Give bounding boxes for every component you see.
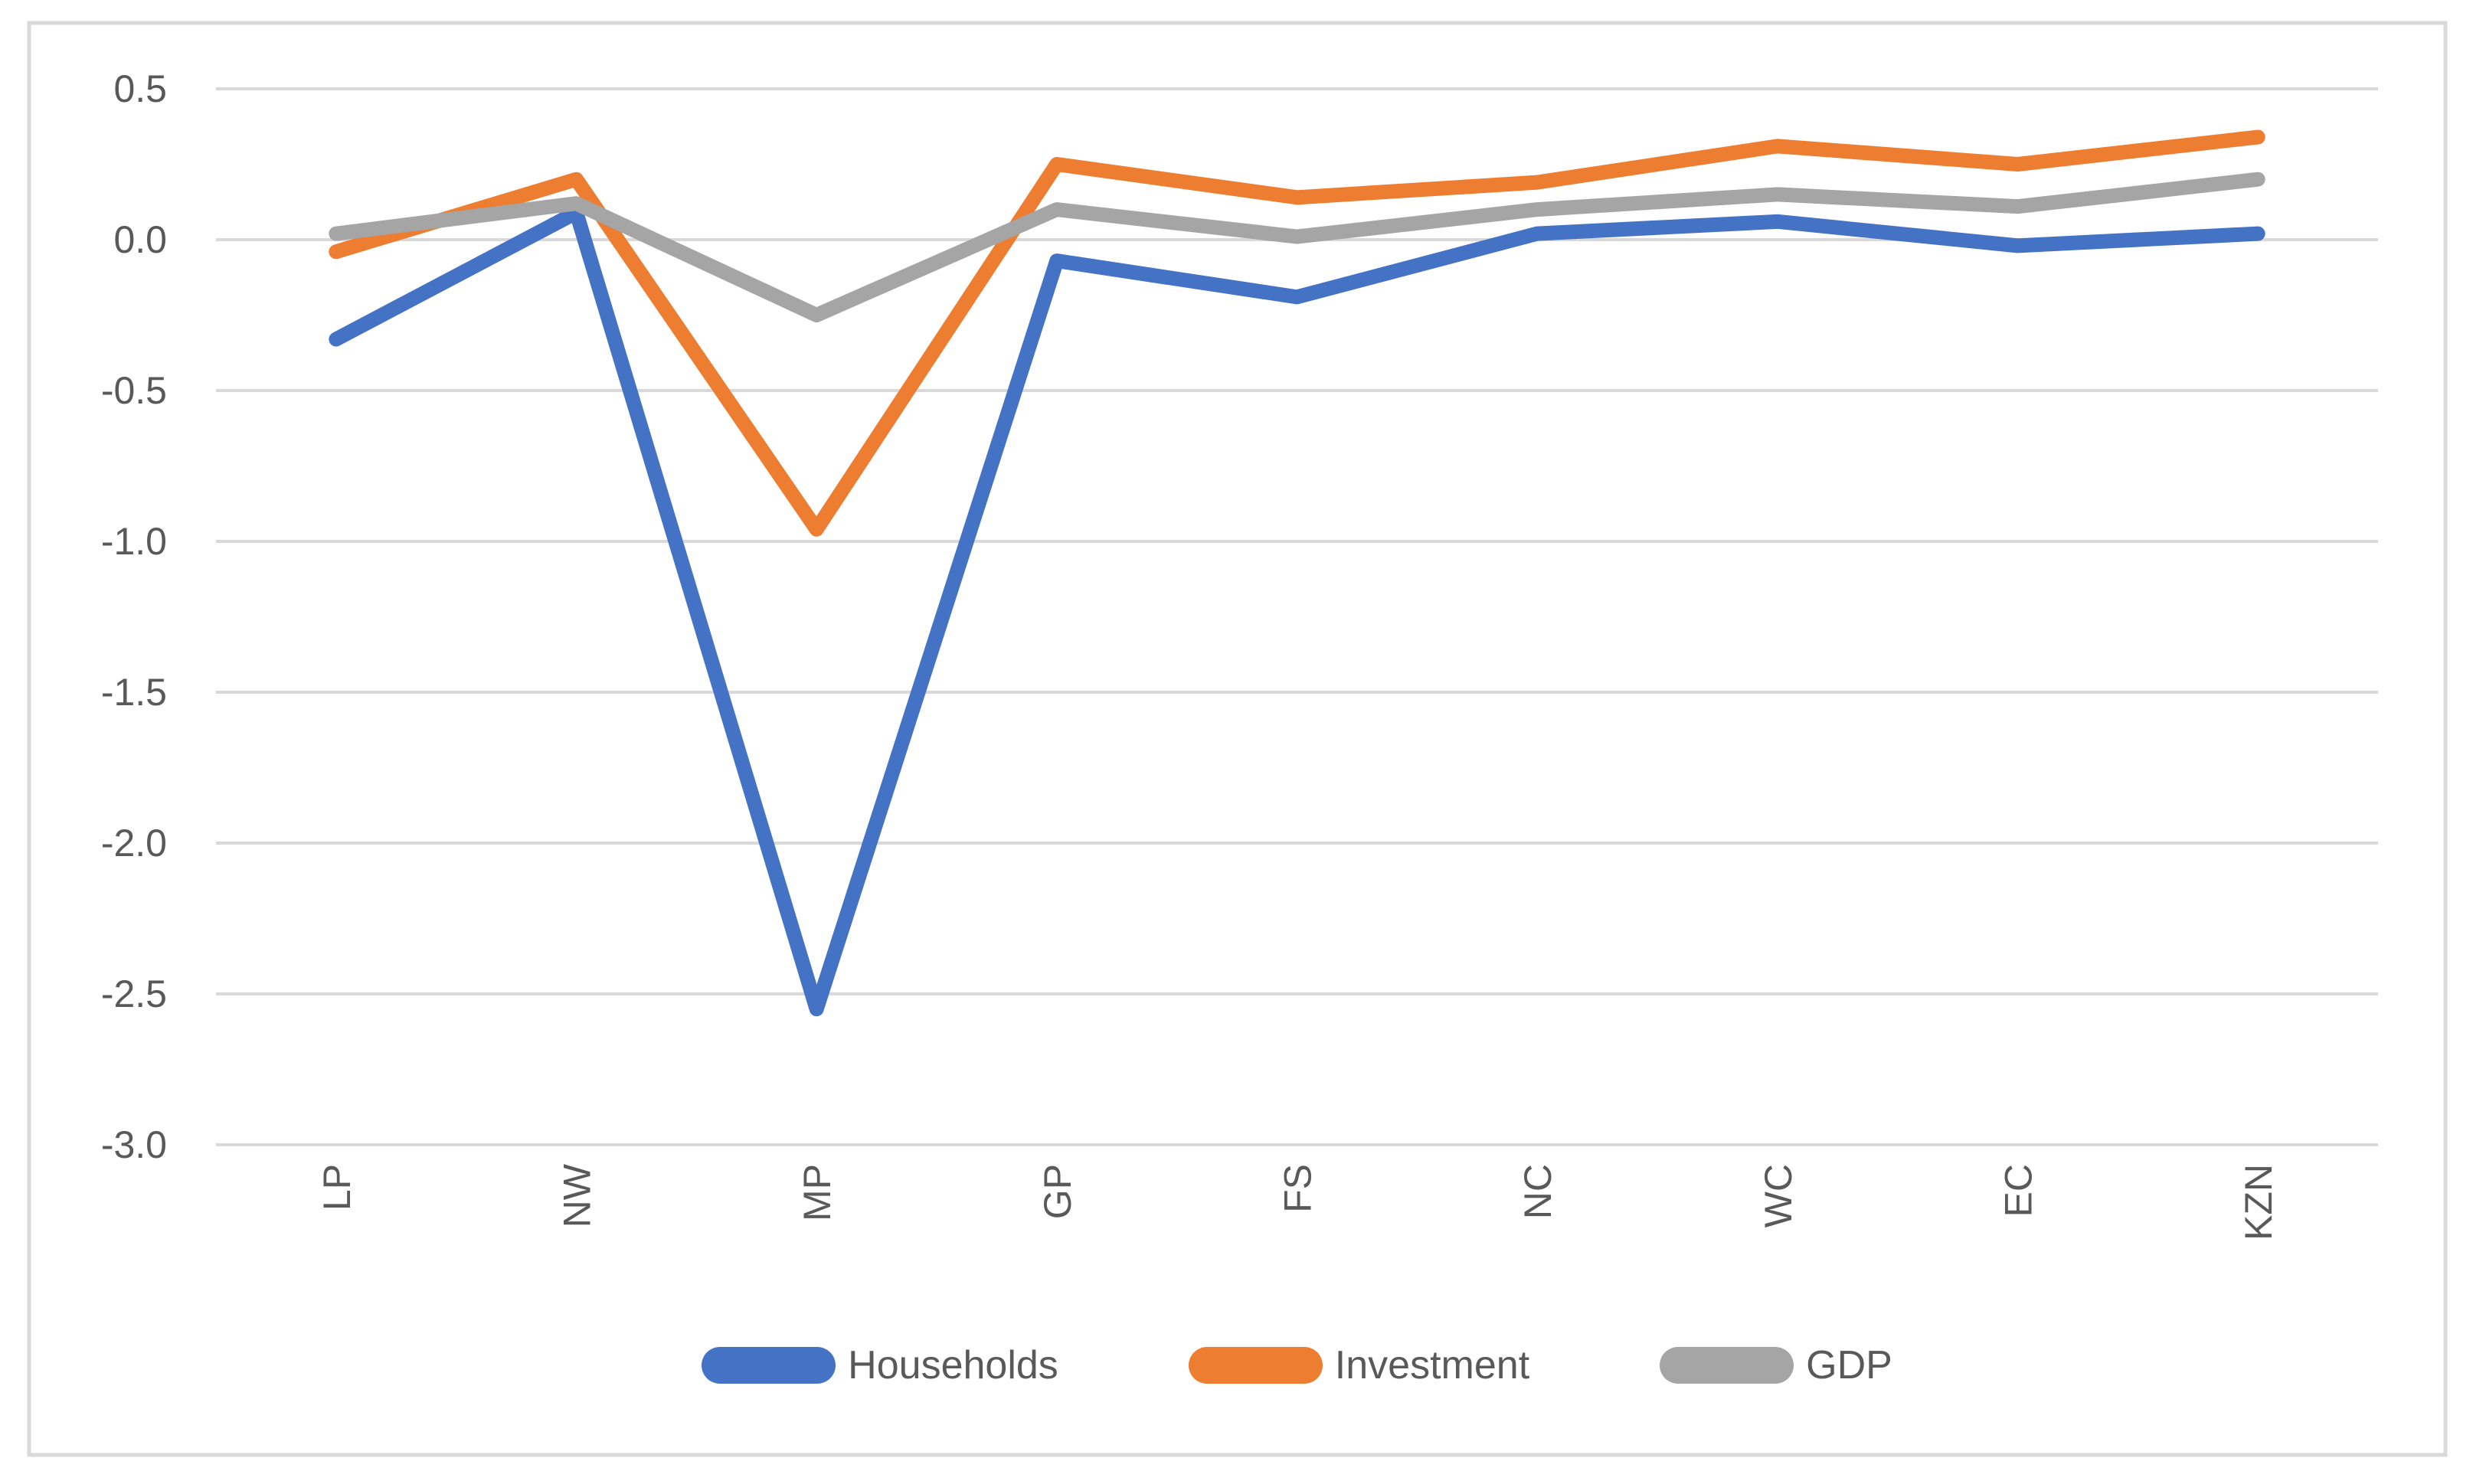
legend-label-investment: Investment <box>1334 1343 1530 1388</box>
y-tick-label: -1.0 <box>101 520 167 563</box>
legend-item-gdp[interactable]: GDP <box>1660 1345 1892 1385</box>
x-category-label: NC <box>1516 1164 1559 1219</box>
legend-item-households[interactable]: Households <box>702 1345 1058 1385</box>
x-category-label: WC <box>1757 1164 1800 1227</box>
gdp-line-swatch <box>1660 1347 1794 1384</box>
y-tick-label: -3.0 <box>101 1123 167 1166</box>
y-tick-label: -2.5 <box>101 972 167 1015</box>
y-tick-label: -2.0 <box>101 822 167 865</box>
x-category-label: EC <box>1997 1164 2040 1217</box>
legend-label-gdp: GDP <box>1806 1343 1892 1388</box>
x-category-label: GP <box>1036 1164 1079 1219</box>
y-tick-label: 0.0 <box>113 218 167 261</box>
x-category-label: KZN <box>2237 1164 2280 1240</box>
investment-line-swatch <box>1188 1347 1323 1384</box>
households-line-swatch <box>702 1347 836 1384</box>
chart-border <box>27 21 2448 1457</box>
x-category-label: LP <box>316 1164 358 1211</box>
series-line-investment <box>329 129 2265 537</box>
x-category-label: MP <box>796 1164 839 1221</box>
legend: Households Investment GDP <box>216 1331 2378 1400</box>
y-tick-label: -0.5 <box>101 369 167 412</box>
series-line-gdp <box>329 172 2265 322</box>
x-category-label: FS <box>1277 1164 1320 1213</box>
legend-item-investment[interactable]: Investment <box>1188 1343 1530 1388</box>
x-category-label: NW <box>556 1163 599 1227</box>
legend-label-households: Households <box>848 1343 1058 1388</box>
y-tick-label: -1.5 <box>101 671 167 714</box>
series-line-households <box>329 205 2265 1017</box>
y-tick-label: 0.5 <box>113 67 167 110</box>
